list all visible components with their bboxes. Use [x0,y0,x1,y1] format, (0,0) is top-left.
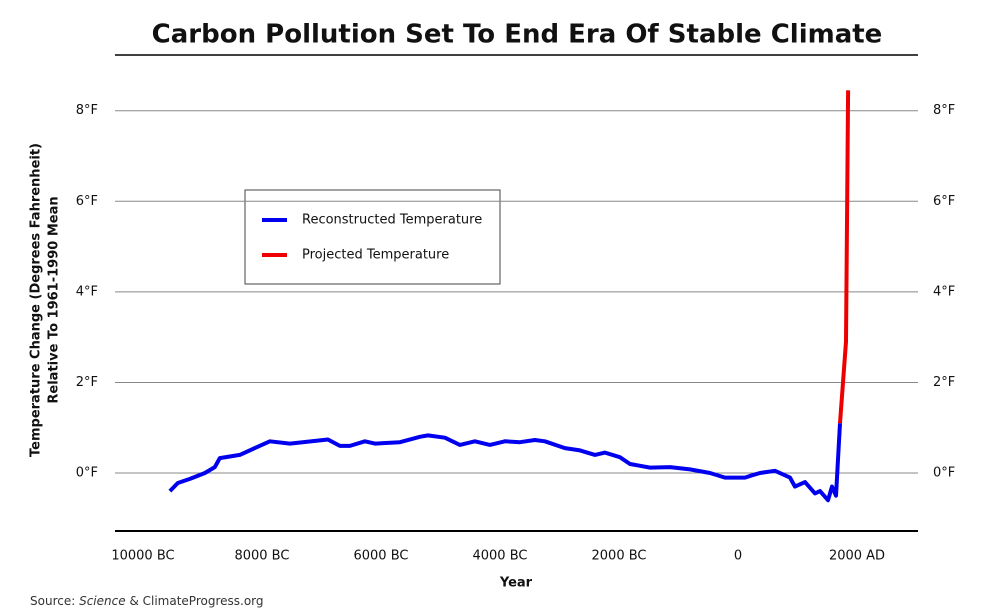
x-tick-label: 6000 BC [353,549,408,564]
y2-tick-label: 4°F [933,284,955,299]
legend: Reconstructed Temperature Projected Tempe… [244,189,501,285]
series-line [168,423,842,503]
y2-tick-label: 0°F [933,466,955,481]
x-tick-label: 2000 BC [592,549,647,564]
source-suffix: & ClimateProgress.org [129,594,263,608]
chart-title: Carbon Pollution Set To End Era Of Stabl… [152,20,883,50]
y-tick-label: 4°F [76,284,98,299]
x-tick-label: 4000 BC [472,549,527,564]
y-axis-title-line: Relative To 1961-1990 Mean [47,196,62,403]
y-tick-label: 2°F [76,375,98,390]
y2-tick-label: 8°F [933,103,955,118]
y-tick-label: 8°F [76,103,98,118]
y-tick-label: 6°F [76,194,98,209]
series-line [838,90,851,424]
source-prefix: Source: [30,594,75,608]
x-tick-label: 10000 BC [111,549,174,564]
y-axis-title: Temperature Change (Degrees Fahrenheit) … [29,143,62,457]
y2-tick-label: 2°F [933,375,955,390]
source: Source: Science & ClimateProgress.org [30,594,264,608]
legend-box [244,189,501,285]
source-italic: Science [79,594,126,608]
y-tick-label: 0°F [76,466,98,481]
legend-label: Reconstructed Temperature [302,213,482,228]
x-axis-title: Year [499,576,533,591]
x-tick-label: 8000 BC [234,549,289,564]
y-axis-title-line: Temperature Change (Degrees Fahrenheit) [29,143,44,457]
legend-label: Projected Temperature [302,248,449,263]
x-tick-label: 2000 AD [829,549,885,564]
y2-tick-label: 6°F [933,194,955,209]
x-tick-label: 0 [734,549,742,564]
